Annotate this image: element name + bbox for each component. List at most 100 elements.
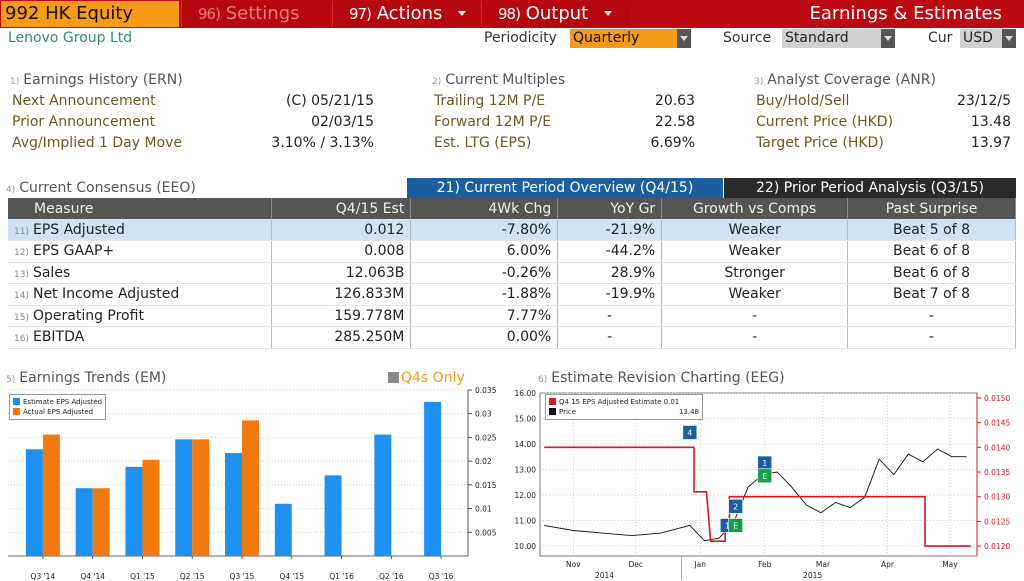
top-bar: 992 HK Equity 96) Settings 97) Actions 9… [0,0,1024,28]
table-header-row: Measure Q4/15 Est 4Wk Chg YoY Gr Growth … [8,198,1016,219]
event-marker-label: 1 [725,521,730,530]
measure-name: EPS GAAP+ [32,243,115,260]
x-tick-label: Feb [758,560,772,569]
column-header-past-surprise[interactable]: Past Surprise [847,198,1016,219]
output-label: Output [525,3,589,24]
kv-label: Buy/Hold/Sell [756,93,850,109]
q4s-only-toggle[interactable]: Q4s Only [388,370,465,386]
settings-label: Settings [225,3,300,24]
right-tick-label: 0.0130 [984,493,1010,502]
source-label: Source [723,30,772,46]
periodicity-select[interactable]: Quarterly [570,29,691,48]
estimate-revision-title[interactable]: 6) Estimate Revision Charting (EEG) [538,370,785,386]
measure-name: EBITDA [32,329,85,346]
tab-current-period[interactable]: 21) Current Period Overview (Q4/15) [407,178,723,198]
legend-item-actual: Actual EPS Adjusted [13,407,102,417]
table-row[interactable]: 13) Sales 12.063B -0.26% 28.9% Stronger B… [8,262,1016,284]
x-year-label: 2014 [595,571,614,580]
table-row[interactable]: 15) Operating Profit 159.778M 7.77% - - - [8,305,1016,327]
estimate-cell: 12.063B [271,262,412,284]
table-row[interactable]: 14) Net Income Adjusted 126.833M -1.88% -… [8,283,1016,306]
ticker-field[interactable]: 992 HK Equity [1,1,179,27]
actions-number: 97) [349,5,372,23]
target-price-row: Target Price (HKD) 13.97 [756,133,1011,154]
source-dropdown-icon [881,29,895,48]
legend-swatch [13,408,20,415]
event-marker [728,518,743,533]
earnings-trends-number: 5) [6,375,16,385]
x-tick-label: Q3 '16 [429,572,454,581]
kv-label: Prior Announcement [12,114,156,130]
kv-value: 13.48 [970,114,1011,130]
measure-name: Sales [32,264,71,281]
x-tick-label: Apr [881,560,895,569]
kv-value: 22.58 [654,114,695,130]
x-tick-label: Nov [566,560,581,569]
event-marker-label: 1 [762,459,767,468]
measure-cell: 16) EBITDA [8,326,273,349]
source-value: Standard [785,30,849,46]
currency-select[interactable]: USD [960,29,1016,48]
screen-title: Earnings & Estimates [809,3,1002,24]
table-row[interactable]: 11) EPS Adjusted 0.012 -7.80% -21.9% Weak… [8,219,1016,241]
surprise-cell: Beat 6 of 8 [847,240,1016,263]
right-tick-label: 0.0150 [984,394,1010,403]
surprise-cell: Beat 6 of 8 [847,262,1016,284]
yoy-cell: - [557,326,663,349]
estimate-cell: 0.008 [271,240,412,263]
periodicity-value: Quarterly [573,30,640,46]
left-tick-label: 15.00 [515,414,537,423]
column-header-measure[interactable]: Measure [8,198,273,219]
earnings-trends-title[interactable]: 5) Earnings Trends (EM) [6,370,166,386]
tab-prior-period[interactable]: 22) Prior Period Analysis (Q3/15) [724,178,1016,198]
currency-dropdown-icon [1002,29,1016,48]
x-tick-label: Jan [693,560,706,569]
table-row[interactable]: 16) EBITDA 285.250M 0.00% - - - [8,326,1016,349]
kv-value: 3.10% / 3.13% [271,135,374,151]
measure-name: Operating Profit [32,307,144,324]
x-tick-label: Mar [816,560,831,569]
x-tick-label: Q2 '16 [379,572,404,581]
output-menu-button[interactable]: 98) Output [481,1,631,27]
legend-item-estimate: Estimate EPS Adjusted [13,397,102,407]
settings-button[interactable]: 96) Settings [181,1,331,27]
actual-bar [192,439,210,556]
table-row[interactable]: 12) EPS GAAP+ 0.008 6.00% -44.2% Weaker B… [8,240,1016,263]
column-header-growth-vs-comps[interactable]: Growth vs Comps [661,198,849,219]
analyst-coverage-label: Analyst Coverage (ANR) [767,72,936,88]
current-price-row: Current Price (HKD) 13.48 [756,112,1011,133]
y-tick-label: 0.03 [475,410,492,419]
earnings-trends-chart: 0.035 0.03 0.025 0.02 0.015 0.01 0.005 Q3 '14 Q4… [8,386,497,581]
consensus-title[interactable]: 4) Current Consensus (EEO) [6,180,196,196]
y-tick-label: 0.005 [475,528,497,537]
analyst-coverage-title[interactable]: 3) Analyst Coverage (ANR) [754,72,936,88]
column-header-estimate[interactable]: Q4/15 Est [271,198,412,219]
forward-pe-row: Forward 12M P/E 22.58 [434,112,695,133]
y-tick-label: 0.015 [475,481,497,490]
actual-bar [242,420,259,556]
q4s-only-checkbox[interactable] [388,372,399,383]
x-tick-label: Q3 '14 [31,572,56,581]
change-cell: -0.26% [410,262,559,284]
left-tick-label: 16.00 [515,389,537,398]
source-select[interactable]: Standard [782,29,895,48]
current-multiples-label: Current Multiples [445,72,566,88]
column-header-yoy-growth[interactable]: YoY Gr [557,198,663,219]
column-header-4wk-change[interactable]: 4Wk Chg [410,198,559,219]
earnings-history-title[interactable]: 1) Earnings History (ERN) [10,72,183,88]
comps-cell: - [661,326,849,349]
kv-label: Trailing 12M P/E [434,93,546,109]
y-tick-label: 0.035 [475,386,497,395]
left-tick-label: 13.00 [515,465,537,474]
legend-label: Actual EPS Adjusted [23,408,94,416]
actions-menu-button[interactable]: 97) Actions [332,1,480,27]
row-number: 11) [14,226,29,237]
yoy-cell: -21.9% [557,219,663,241]
kv-value: 20.63 [654,93,695,109]
yoy-cell: 28.9% [557,262,663,284]
output-number: 98) [498,5,521,23]
comps-cell: Weaker [661,240,849,263]
event-marker-label: 4 [687,428,692,437]
legend-value: 13.48 [678,408,699,416]
next-announcement-row: Next Announcement (C) 05/21/15 [12,91,374,112]
